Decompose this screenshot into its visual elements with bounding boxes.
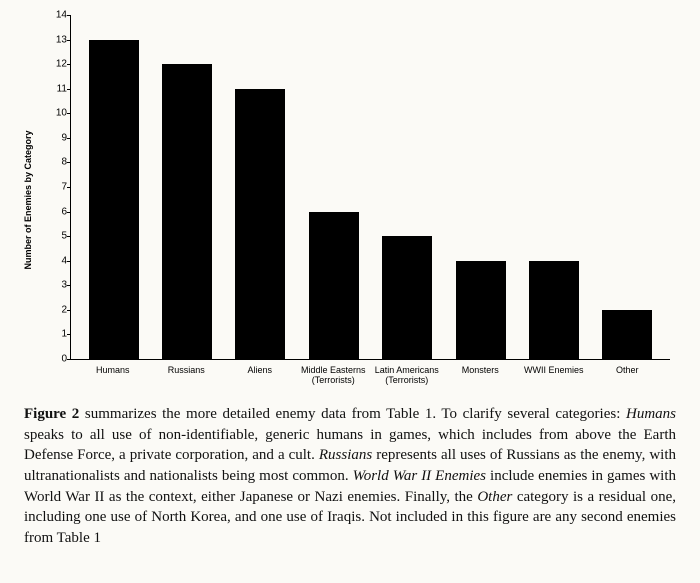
bar-slot (297, 15, 370, 359)
plot-area: 01234567891011121314 (70, 15, 670, 360)
chart-bar (529, 261, 579, 359)
y-tick-label: 8 (43, 157, 67, 168)
x-tick-label: Aliens (223, 362, 297, 390)
y-tick-label: 4 (43, 255, 67, 266)
y-axis-label: Number of Enemies by Category (23, 130, 33, 269)
y-tick-mark (67, 15, 71, 16)
bar-slot (77, 15, 150, 359)
bar-slot (591, 15, 664, 359)
y-tick-mark (67, 236, 71, 237)
x-tick-label: Humans (76, 362, 150, 390)
y-tick-label: 3 (43, 280, 67, 291)
y-tick-mark (67, 138, 71, 139)
bars-container (71, 15, 670, 359)
caption-italic: Russians (319, 447, 372, 463)
x-tick-label: Latin Americans(Terrorists) (370, 362, 444, 390)
y-tick-mark (67, 64, 71, 65)
y-tick-mark (67, 40, 71, 41)
bar-slot (150, 15, 223, 359)
x-tick-label: Monsters (444, 362, 518, 390)
y-tick-mark (67, 261, 71, 262)
y-tick-label: 11 (43, 83, 67, 94)
y-tick-mark (67, 285, 71, 286)
y-tick-mark (67, 162, 71, 163)
y-tick-label: 7 (43, 182, 67, 193)
y-tick-mark (67, 187, 71, 188)
x-tick-label: Other (591, 362, 665, 390)
figure-container: Number of Enemies by Category 0123456789… (20, 10, 680, 549)
x-labels-container: HumansRussiansAliensMiddle Easterns(Terr… (70, 362, 670, 390)
chart-bar (456, 261, 506, 359)
y-tick-mark (67, 359, 71, 360)
y-tick-label: 0 (43, 354, 67, 365)
bar-slot (224, 15, 297, 359)
y-tick-label: 6 (43, 206, 67, 217)
chart-bar (162, 64, 212, 359)
caption-text: summarizes the more detailed enemy data … (79, 406, 626, 422)
y-tick-label: 5 (43, 231, 67, 242)
y-tick-mark (67, 212, 71, 213)
caption-italic: Other (477, 489, 512, 505)
bar-chart: Number of Enemies by Category 0123456789… (70, 10, 670, 390)
chart-bar (309, 212, 359, 359)
chart-bar (382, 236, 432, 359)
y-tick-label: 13 (43, 34, 67, 45)
y-tick-label: 10 (43, 108, 67, 119)
y-tick-mark (67, 113, 71, 114)
caption-italic: World War II Enemies (353, 468, 486, 484)
figure-caption: Figure 2 summarizes the more detailed en… (20, 404, 680, 549)
y-tick-label: 1 (43, 329, 67, 340)
x-tick-label: Russians (150, 362, 224, 390)
y-tick-mark (67, 334, 71, 335)
chart-bar (235, 89, 285, 359)
x-tick-label: Middle Easterns(Terrorists) (297, 362, 371, 390)
caption-italic: Humans (626, 406, 676, 422)
x-tick-label: WWII Enemies (517, 362, 591, 390)
bar-slot (444, 15, 517, 359)
bar-slot (371, 15, 444, 359)
chart-bar (602, 310, 652, 359)
bar-slot (517, 15, 590, 359)
figure-label: Figure 2 (24, 406, 79, 422)
y-tick-mark (67, 310, 71, 311)
y-tick-label: 14 (43, 10, 67, 21)
chart-bar (89, 40, 139, 359)
y-tick-label: 9 (43, 132, 67, 143)
y-tick-mark (67, 89, 71, 90)
y-tick-label: 2 (43, 304, 67, 315)
y-tick-label: 12 (43, 59, 67, 70)
